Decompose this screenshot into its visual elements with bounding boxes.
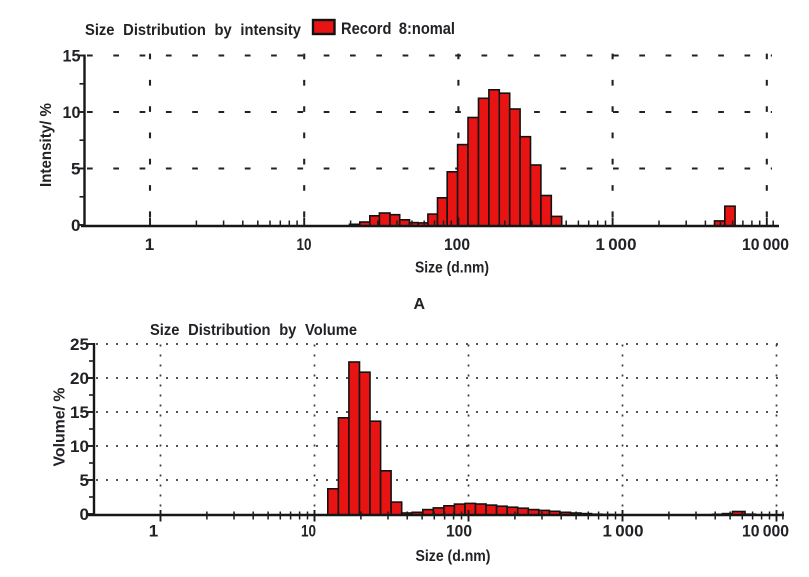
svg-text:Size (d.nm): Size (d.nm) bbox=[415, 260, 489, 277]
svg-text:10: 10 bbox=[297, 235, 312, 254]
svg-text:10: 10 bbox=[70, 437, 89, 456]
svg-text:0: 0 bbox=[80, 505, 89, 524]
svg-text:1 000: 1 000 bbox=[596, 235, 637, 254]
svg-text:1: 1 bbox=[145, 235, 154, 254]
svg-text:5: 5 bbox=[80, 471, 89, 490]
svg-text:0: 0 bbox=[71, 216, 80, 235]
svg-text:Intensity/ %: Intensity/ % bbox=[38, 103, 55, 187]
svg-text:1: 1 bbox=[149, 522, 158, 541]
svg-text:10 000: 10 000 bbox=[742, 235, 789, 254]
svg-text:100: 100 bbox=[446, 522, 472, 541]
svg-text:10: 10 bbox=[301, 522, 316, 541]
svg-text:5: 5 bbox=[71, 160, 80, 179]
svg-text:Size (d.nm): Size (d.nm) bbox=[416, 548, 491, 565]
svg-text:15: 15 bbox=[70, 403, 89, 422]
svg-text:A: A bbox=[414, 296, 426, 313]
svg-text:Record 8:nomal: Record 8:nomal bbox=[341, 19, 455, 38]
svg-text:1 000: 1 000 bbox=[603, 522, 644, 541]
svg-text:20: 20 bbox=[70, 369, 89, 388]
svg-text:Size Distribution by Volume: Size Distribution by Volume bbox=[150, 322, 357, 339]
svg-text:10 000: 10 000 bbox=[742, 522, 789, 541]
svg-text:100: 100 bbox=[444, 235, 470, 254]
svg-text:Size Distribution by intensity: Size Distribution by intensity bbox=[85, 22, 301, 39]
svg-text:25: 25 bbox=[70, 335, 89, 354]
svg-text:15: 15 bbox=[63, 47, 81, 66]
svg-text:Volume/ %: Volume/ % bbox=[52, 388, 69, 467]
svg-text:10: 10 bbox=[63, 103, 81, 122]
